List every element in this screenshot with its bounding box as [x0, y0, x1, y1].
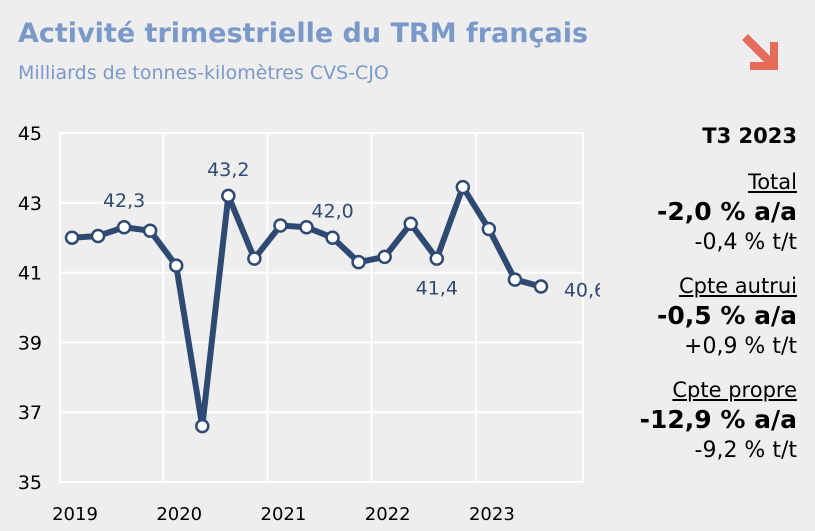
summary-label: Total: [747, 170, 797, 194]
data-point: [116, 219, 132, 235]
data-point: [533, 279, 549, 294]
data-point: [481, 221, 497, 237]
data-point: [325, 230, 340, 245]
summary-label: Cpte autrui: [678, 274, 797, 298]
data-point: [429, 251, 445, 266]
data-point: [299, 219, 314, 235]
data-label: 43,2: [207, 159, 249, 181]
summary-hire-reward: Cpte autrui -0,5 % a/a +0,9 % t/t: [577, 272, 797, 362]
summary-yoy: -0,5 % a/a: [657, 301, 797, 330]
period-label: T3 2023: [702, 124, 797, 148]
data-point: [455, 179, 471, 195]
y-tick-label: 39: [18, 332, 42, 354]
data-point: [90, 228, 106, 244]
down-right-arrow-icon: [742, 34, 778, 70]
x-tick-label: 2020: [156, 504, 202, 525]
data-point: [221, 188, 236, 204]
data-label: 42,3: [103, 190, 145, 212]
summary-total: Total -2,0 % a/a -0,4 % t/t: [577, 168, 797, 258]
data-point: [273, 218, 288, 233]
plot-area: [60, 133, 583, 482]
data-point: [195, 418, 210, 434]
y-tick-label: 35: [18, 472, 42, 494]
line-chart: 35 37 39 41 43 45 2019 2020 2021 2022 2023 42,3 43,2…: [18, 123, 600, 525]
summary-own-account: Cpte propre -12,9 % a/a -9,2 % t/t: [577, 376, 797, 466]
summary-yoy: -12,9 % a/a: [639, 405, 797, 434]
data-label: 41,4: [416, 278, 458, 300]
data-label: 42,0: [311, 201, 353, 223]
data-label: 40,6: [564, 280, 600, 302]
summary-yoy: -2,0 % a/a: [657, 197, 797, 226]
plot-border: [59, 132, 584, 483]
summary-qoq: -9,2 % t/t: [694, 438, 797, 463]
summary-panel: T3 2023 Total -2,0 % a/a -0,4 % t/t Cpte…: [577, 124, 797, 480]
data-point: [507, 272, 523, 287]
y-tick-label: 45: [18, 123, 42, 145]
data-point: [168, 258, 184, 273]
x-tick-label: 2019: [52, 504, 98, 525]
data-point: [351, 254, 366, 270]
summary-qoq: -0,4 % t/t: [694, 230, 797, 255]
y-tick-label: 41: [18, 263, 42, 285]
y-tick-label: 43: [18, 193, 42, 215]
summary-qoq: +0,9 % t/t: [684, 334, 797, 359]
x-tick-label: 2022: [365, 504, 411, 525]
data-point: [247, 251, 262, 266]
data-point: [403, 216, 418, 231]
summary-label: Cpte propre: [672, 378, 797, 402]
data-point: [64, 230, 80, 245]
data-point: [142, 223, 158, 238]
chart-title: Activité trimestrielle du TRM français: [18, 18, 589, 49]
data-point: [377, 249, 392, 265]
y-tick-label: 37: [18, 402, 42, 424]
chart-subtitle: Milliards de tonnes-kilomètres CVS-CJO: [18, 62, 389, 84]
x-tick-label: 2023: [469, 504, 515, 525]
x-tick-label: 2021: [261, 504, 307, 525]
